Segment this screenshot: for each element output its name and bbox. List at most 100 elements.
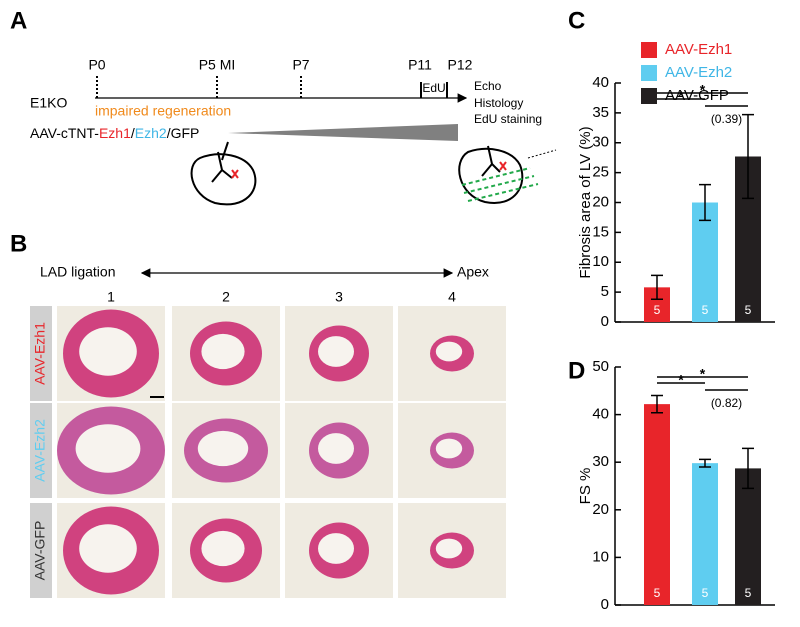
lumen [318, 336, 354, 367]
y-tick-label: 40 [592, 406, 609, 423]
significance-label: * [678, 88, 684, 104]
vector-part: / [131, 125, 135, 141]
y-tick-label: 40 [592, 74, 609, 91]
lumen [435, 438, 463, 459]
y-tick-label: 0 [601, 596, 609, 613]
bar [644, 404, 670, 605]
y-tick-label: 15 [592, 223, 609, 240]
n-label: 5 [745, 303, 752, 317]
timepoint: P0 [88, 57, 105, 73]
vector-part: Ezh2 [135, 125, 167, 141]
legend-label: AAV-Ezh1 [665, 41, 732, 58]
n-label: 5 [654, 303, 661, 317]
error-bar [742, 447, 754, 490]
significance-label: * [700, 82, 706, 98]
column-label: 2 [222, 289, 230, 305]
error-bar [651, 394, 663, 414]
n-label: 5 [654, 586, 661, 600]
section-row: AAV-Ezh2 [30, 403, 506, 498]
vector-part: /GFP [167, 125, 200, 141]
row-label-box [30, 403, 52, 498]
y-tick-label: 10 [592, 548, 609, 565]
legend-swatch [641, 42, 657, 58]
timepoint: P7 [292, 57, 309, 73]
readout: Echo [474, 79, 502, 93]
timeline [95, 76, 468, 103]
section-row: AAV-GFP [30, 503, 506, 598]
lumen [79, 524, 137, 573]
n-label: 5 [745, 586, 752, 600]
lumen [201, 333, 245, 370]
legend-label: AAV-Ezh2 [665, 64, 732, 81]
row-label-box [30, 503, 52, 598]
timepoint: P12 [448, 57, 473, 73]
phenotype: impaired regeneration [95, 103, 231, 119]
significance-label: (0.82) [711, 396, 742, 410]
y-tick-label: 20 [592, 501, 609, 518]
y-axis-title: Fibrosis area of LV (%) [577, 126, 594, 278]
expression-wedge [228, 124, 458, 141]
lumen [435, 538, 463, 559]
lumen [318, 433, 354, 464]
lumen [197, 430, 249, 467]
y-tick-label: 20 [592, 193, 609, 210]
panel-label: B [10, 230, 27, 257]
panel-label: C [568, 7, 585, 34]
significance-label: * [700, 366, 706, 382]
bar [692, 202, 718, 322]
column-label: 4 [448, 289, 456, 305]
legend-swatch [641, 65, 657, 81]
n-label: 5 [702, 586, 709, 600]
y-tick-label: 5 [601, 283, 609, 300]
section-grid: 1 2 3 4 AAV-Ezh1 AAV-Ezh2 AAV-GFP [30, 289, 506, 598]
legend-label: AAV-GFP [665, 87, 729, 104]
y-tick-label: 30 [592, 134, 609, 151]
lumen [318, 533, 354, 564]
timepoint: P5 MI [199, 57, 236, 73]
vector-prefix: AAV-cTNT- [30, 125, 99, 141]
heart-sketch [190, 141, 257, 206]
model: E1KO [30, 95, 67, 111]
significance-label: (0.39) [711, 112, 742, 126]
bar [735, 468, 761, 605]
readout: Histology [474, 96, 523, 110]
vector: AAV-cTNT-Ezh1/Ezh2/GFP [30, 125, 199, 141]
legend-swatch [641, 88, 657, 104]
bar-chart: C Fibrosis area of LV (%) 0 5 10 15 20 25 30 35 40… [568, 7, 775, 330]
error-bar [699, 183, 711, 222]
error-bar [651, 274, 663, 301]
charts: C Fibrosis area of LV (%) 0 5 10 15 20 25 30 35 40… [568, 7, 775, 613]
readout: EdU staining [474, 112, 542, 126]
vector-part: Ezh1 [99, 125, 131, 141]
error-bar [742, 113, 754, 200]
section-row: AAV-Ezh1 [30, 306, 506, 401]
row-label: AAV-GFP [32, 521, 48, 581]
column-label: 3 [335, 289, 343, 305]
y-axis-title: FS % [577, 468, 594, 505]
error-bar [699, 458, 711, 468]
edu-box: EdU [422, 81, 445, 95]
lumen [79, 327, 137, 376]
y-tick-label: 35 [592, 104, 609, 121]
row-label-box [30, 306, 52, 401]
significance-label: * [678, 372, 684, 388]
timepoint: P11 [408, 57, 432, 73]
y-tick-label: 25 [592, 164, 609, 181]
y-tick-label: 50 [592, 358, 609, 375]
lumen [75, 424, 141, 473]
lumen [435, 341, 463, 362]
axis-start: LAD ligation [40, 264, 116, 280]
y-tick-label: 10 [592, 253, 609, 270]
column-label: 1 [107, 289, 115, 305]
bar [692, 463, 718, 605]
axis-end: Apex [457, 264, 489, 280]
lumen [201, 530, 245, 567]
row-label: AAV-Ezh2 [32, 419, 48, 482]
y-tick-label: 30 [592, 453, 609, 470]
heart-sketch [458, 145, 557, 204]
bar-chart: D FS % 0 10 20 30 40 50 5 5 5 * * (0.82) [568, 357, 775, 613]
y-tick-label: 0 [601, 313, 609, 330]
panel-label: A [10, 7, 27, 34]
